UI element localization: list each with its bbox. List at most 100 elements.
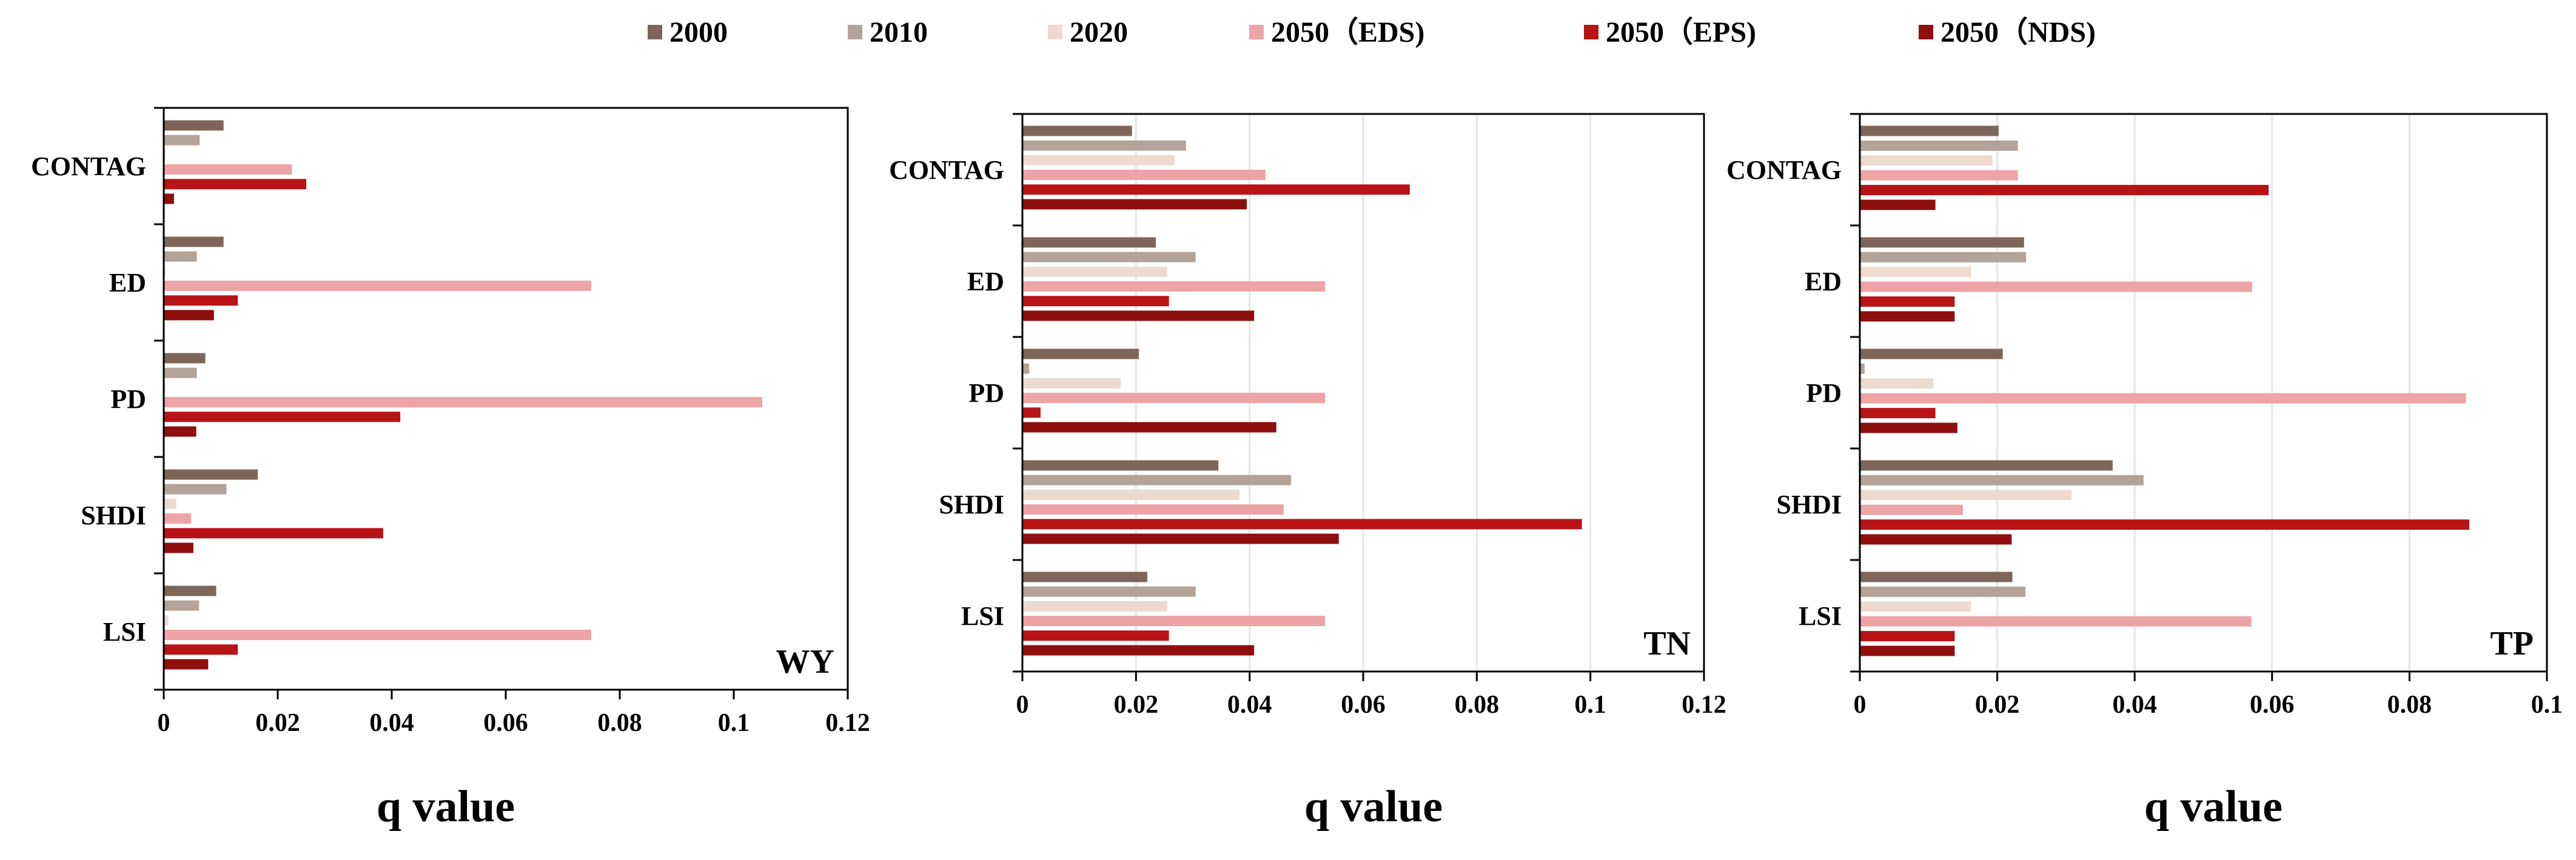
bar-lsi-2000 [1022,572,1148,582]
bar-ed-2050-eps [1860,296,1955,307]
x-tick-label: 0.02 [1975,691,2020,719]
bar-lsi-2000 [164,585,216,596]
bar-contag-2050-eps [164,179,306,190]
bar-contag-2050-eds [164,164,292,175]
category-label-shdi: SHDI [939,490,1004,519]
panel-title: TP [2490,625,2534,662]
bar-contag-2010 [1860,140,2018,151]
legend-swatch-2050-nds [1919,25,1933,39]
bar-lsi-2050-eds [1022,616,1326,627]
legend-label-2050-eps: 2050（EPS) [1606,16,1756,48]
category-label-ed: ED [109,268,146,298]
bar-contag-2050-nds [1860,199,1936,210]
bar-shdi-2000 [1860,460,2113,471]
bar-shdi-2050-eps [1022,519,1582,530]
bar-ed-2020 [1860,267,1971,278]
legend-label-2000: 2000 [669,16,728,48]
bar-ed-2050-eps [1022,296,1169,307]
bar-lsi-2050-eds [164,630,591,641]
bar-contag-2050-nds [1022,199,1247,210]
bar-pd-2050-nds [164,426,196,437]
chart-panel-tn: CONTAG ED PD SHDI LSI 0 0.02 0.04 0.06 0.08 0.1 0.1… [889,113,1726,832]
category-label-contag: CONTAG [1726,155,1842,185]
bar-contag-2000 [164,120,224,131]
bar-lsi-2010 [1860,586,2026,597]
bar-contag-2050-eps [1860,185,2269,196]
bar-lsi-2020 [1860,601,1971,612]
x-tick-label: 0 [1854,691,1867,719]
plot-frame [1859,113,2548,673]
bar-contag-2050-eps [1022,184,1410,195]
chart-panel-wy: CONTAG ED PD SHDI LSI 0 0.02 0.04 0.06 0.08 0.1 0.1… [31,107,870,832]
x-tick-label: 0.02 [1114,691,1159,719]
bar-ed-2010 [1022,252,1196,262]
category-label-ed: ED [967,267,1004,296]
x-tick-label: 0.02 [255,709,300,737]
bar-contag-2010 [164,135,200,145]
bar-lsi-2050-eps [1022,630,1169,641]
category-label-shdi: SHDI [81,501,146,530]
bar-lsi-2050-eps [164,644,238,655]
bar-ed-2010 [164,251,197,262]
bar-shdi-2000 [1022,460,1219,471]
legend-swatch-2020 [1048,25,1062,39]
bar-ed-2050-eds [1022,281,1326,292]
legend-swatch-2050-eps [1584,25,1598,39]
bar-ed-2050-eds [1860,281,2252,292]
category-label-pd: PD [1806,378,1842,408]
bar-shdi-2050-nds [1022,533,1339,544]
bar-pd-2050-eps [164,412,401,422]
legend-label-2010: 2010 [870,16,928,48]
bar-lsi-2010 [1022,586,1196,597]
x-tick-label: 0.1 [2531,691,2563,719]
x-axis-title: q value [377,782,515,832]
category-label-lsi: LSI [103,617,146,647]
bar-pd-2050-eps [1860,408,1936,419]
bar-pd-2010 [164,367,197,378]
bar-shdi-2050-nds [1860,534,2012,545]
x-tick-label: 0.08 [597,709,642,737]
category-label-ed: ED [1805,267,1842,296]
bar-shdi-2020 [1022,489,1239,500]
x-tick-label: 0.06 [483,709,528,737]
x-tick-label: 0 [158,709,170,737]
bar-lsi-2000 [1860,572,2013,582]
legend-label-2050-eds: 2050（EDS) [1271,16,1424,48]
bar-ed-2050-nds [1022,310,1255,321]
bar-ed-2050-eds [164,281,591,292]
category-label-shdi: SHDI [1776,490,1842,519]
bar-shdi-2050-nds [164,542,193,553]
category-label-pd: PD [968,378,1004,408]
legend-swatch-2010 [848,25,862,39]
bar-pd-2050-eps [1022,407,1041,418]
bar-contag-2050-nds [164,193,174,204]
bar-pd-2000 [1860,348,2003,359]
bar-contag-2020 [1860,155,1993,166]
bar-shdi-2050-eps [1860,519,2469,530]
bar-pd-2050-eds [1860,393,2466,404]
legend-swatch-2050-eds [1249,25,1264,39]
bar-lsi-2050-eps [1860,631,1955,642]
bar-shdi-2010 [164,484,227,495]
x-tick-label: 0.12 [1682,691,1726,719]
bar-lsi-2050-eds [1860,616,2252,627]
bar-contag-2000 [1022,125,1132,136]
bar-lsi-2020 [1022,601,1167,612]
bar-pd-2050-eds [1022,393,1326,404]
bar-pd-2000 [1022,348,1139,359]
bar-contag-2050-eds [1022,170,1266,181]
bar-shdi-2050-eds [164,513,192,524]
x-tick-label: 0.08 [2387,691,2432,719]
x-tick-label: 0.06 [2250,691,2295,719]
bar-pd-2010 [1860,363,1865,374]
bar-ed-2020 [1022,266,1167,277]
bar-lsi-2050-nds [1022,645,1255,656]
x-tick-label: 0.08 [1455,691,1500,719]
legend-label-2050-nds: 2050（NDS) [1940,16,2096,48]
bar-shdi-2010 [1860,475,2144,485]
bar-ed-2000 [1022,237,1156,248]
x-tick-label: 0.04 [2112,691,2157,719]
bar-pd-2050-nds [1022,422,1276,433]
category-label-lsi: LSI [1799,601,1842,631]
